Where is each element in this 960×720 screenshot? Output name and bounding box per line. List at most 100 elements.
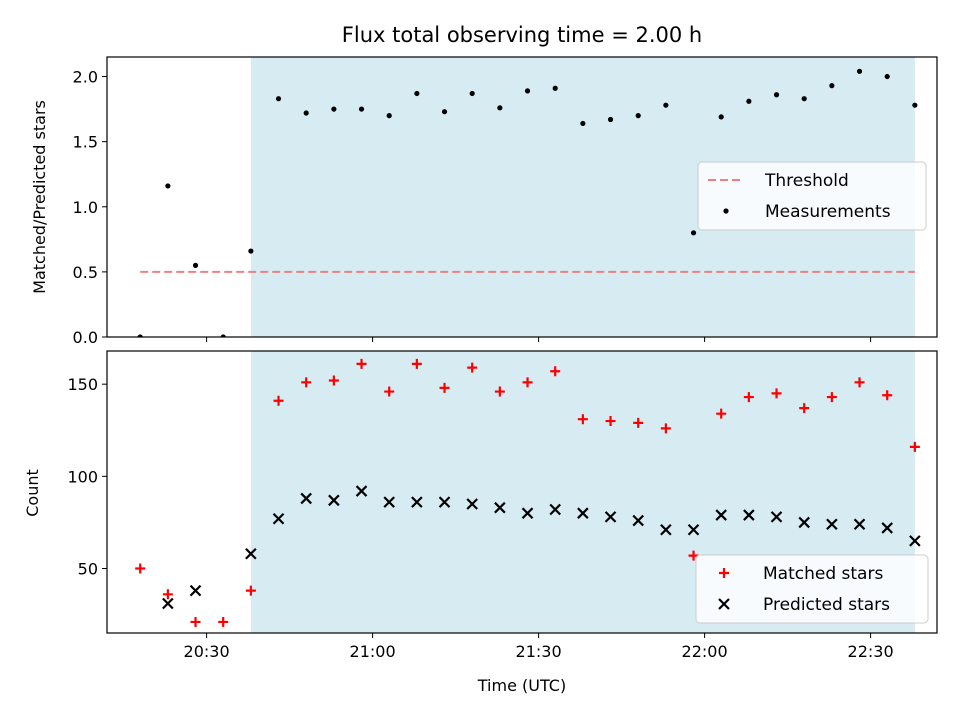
count-series-1-point-18 (632, 514, 644, 527)
ratio-series-0-point-22 (746, 98, 752, 104)
count-series-0-point-18 (633, 417, 644, 428)
ratio-series-0-point-23 (773, 92, 780, 98)
legend-key-matched-stars (719, 568, 729, 578)
legend: Matched stars Predicted stars (695, 554, 929, 624)
count-series-0-point-28 (909, 441, 920, 452)
x-tick-label: 21:00 (350, 642, 396, 661)
ratio-series-0-point-0 (137, 334, 143, 337)
ratio-series-0-point-2 (192, 262, 199, 268)
count-series-0-point-22 (743, 392, 754, 403)
y-tick-label: 2.0 (73, 68, 98, 87)
ratio-series-0-point-26 (856, 68, 863, 74)
count-series-1-point-12 (466, 498, 478, 510)
count-series-1-point-9 (383, 496, 395, 508)
count-series-1-point-28 (909, 535, 921, 547)
count-series-0-point-21 (716, 408, 727, 419)
legend-label: Matched stars (763, 564, 883, 584)
ratio-series-0-point-10 (414, 90, 420, 97)
count-series-0-point-2 (190, 616, 201, 627)
x-axis-label: Time (UTC) (477, 676, 566, 695)
count-series-1-point-17 (604, 511, 617, 523)
count-series-0-point-9 (384, 386, 395, 397)
legend-label: Measurements (765, 202, 891, 222)
y-tick-label: 1.5 (73, 133, 98, 152)
ratio-series-0-point-18 (635, 113, 641, 119)
chart-title: Flux total observing time = 2.00 h (342, 23, 702, 47)
legend-label: Predicted stars (763, 595, 890, 615)
count-series-0-point-14 (522, 377, 533, 388)
count-series-1-point-26 (853, 518, 866, 531)
ratio-series-0-point-21 (718, 114, 724, 120)
count-series-0-point-16 (577, 414, 588, 425)
ratio-series-0-point-6 (303, 110, 309, 116)
count-series-1-point-23 (770, 511, 783, 523)
count-series-0-point-17 (605, 416, 616, 427)
count-series-1-point-7 (328, 494, 340, 507)
count-series-0-point-0 (135, 563, 146, 574)
count-series-1-point-5 (272, 512, 285, 525)
ratio-series-0-point-28 (912, 102, 918, 108)
x-tick-label: 20:30 (184, 642, 230, 661)
ratio-series-0-point-25 (829, 83, 835, 89)
count-panel: 50 100 150 20:30 21:00 21:30 22:00 22:30 Matched… (67, 350, 938, 661)
count-series-1-point-22 (743, 509, 755, 521)
count-series-0-point-13 (494, 386, 505, 397)
y-tick-label: 0.0 (73, 328, 98, 347)
count-series-0-point-23 (771, 388, 782, 399)
ratio-series-0-point-5 (275, 96, 282, 102)
legend: Threshold Measurements (697, 161, 927, 231)
count-series-1-point-13 (494, 501, 506, 514)
ratio-series-0-point-7 (331, 106, 337, 112)
count-series-0-point-1 (162, 589, 173, 600)
ratio-series-0-point-19 (663, 102, 669, 108)
count-series-0-point-20 (688, 550, 699, 561)
count-series-0-point-4 (245, 585, 256, 596)
ratio-series-0-point-13 (497, 105, 503, 111)
ratio-series-0-point-4 (248, 248, 254, 254)
data-points (135, 358, 921, 627)
count-series-1-point-15 (549, 503, 561, 516)
ratio-series-0-point-15 (552, 85, 558, 91)
count-series-1-point-20 (687, 524, 700, 536)
count-series-0-point-12 (467, 362, 478, 373)
count-series-0-point-8 (356, 358, 367, 369)
count-series-0-point-27 (882, 390, 893, 401)
count-series-0-point-10 (411, 358, 422, 369)
y-tick-label: 150 (67, 375, 98, 394)
count-series-1-point-8 (355, 485, 368, 497)
ratio-series-0-point-20 (690, 230, 697, 236)
ratio-series-0-point-1 (165, 183, 171, 189)
count-series-1-point-21 (715, 509, 727, 521)
y-tick-label: 50 (78, 559, 98, 578)
data-points (137, 68, 918, 337)
y-tick-label: 0.5 (73, 263, 98, 282)
ratio-series-0-point-3 (220, 334, 226, 337)
ratio-series-0-point-16 (580, 120, 586, 127)
legend-key-measurements (723, 208, 729, 214)
count-series-1-point-25 (826, 518, 838, 531)
count-series-0-point-7 (328, 375, 339, 386)
axes-frame (106, 56, 938, 338)
count-y-axis-label: Count (23, 469, 42, 517)
ratio-series-0-point-24 (801, 96, 807, 102)
ratio-series-0-point-12 (469, 90, 475, 97)
ratio-panel: 0.0 0.5 1.0 1.5 2.0 Threshold Measurements (73, 56, 938, 347)
legend-key-predicted-stars (718, 598, 730, 610)
count-series-1-point-4 (245, 547, 257, 560)
legend-label: Threshold (764, 171, 849, 191)
count-series-1-point-14 (521, 507, 534, 519)
x-tick-label: 22:30 (848, 642, 894, 661)
count-series-0-point-15 (550, 366, 561, 377)
ratio-series-0-point-9 (386, 113, 392, 119)
count-series-0-point-3 (218, 616, 229, 627)
ratio-series-0-point-11 (441, 109, 448, 115)
count-series-1-point-27 (881, 522, 893, 534)
count-series-1-point-2 (189, 584, 202, 597)
legend-box (695, 554, 929, 624)
ratio-series-0-point-8 (358, 106, 365, 112)
x-tick-label: 21:30 (516, 642, 562, 661)
count-series-0-point-25 (826, 392, 837, 403)
count-series-1-point-1 (162, 597, 174, 610)
y-tick-label: 1.0 (73, 198, 98, 217)
